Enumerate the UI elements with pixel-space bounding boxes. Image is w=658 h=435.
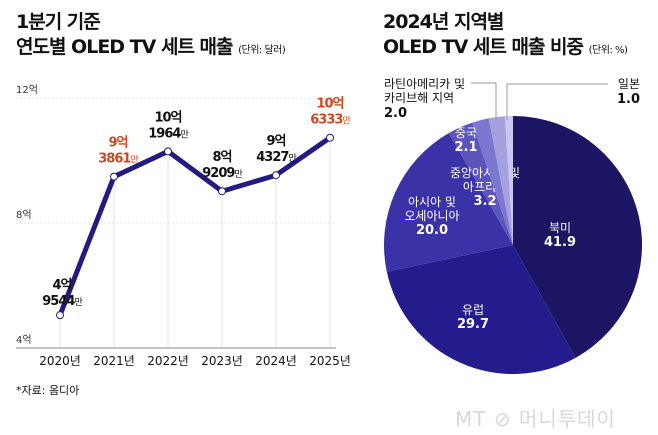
data-point bbox=[272, 171, 280, 180]
x-tick-label: 2022년 bbox=[147, 354, 189, 368]
slice-value: 3.2 bbox=[473, 194, 496, 209]
outside-slice-label: 라틴아메리카 및 bbox=[384, 77, 465, 91]
outside-slice-value: 1.0 bbox=[617, 92, 640, 107]
pie-slice bbox=[386, 245, 576, 374]
data-label-bottom: 1964만 bbox=[148, 126, 188, 141]
data-label-bottom: 4327만 bbox=[256, 150, 296, 165]
pie-chart-title-text: OLED TV 세트 매출 비중 bbox=[383, 36, 584, 58]
line-chart-unit: (단위: 달러) bbox=[238, 45, 286, 56]
pie-slice bbox=[383, 133, 513, 272]
slice-value: 20.0 bbox=[416, 223, 448, 238]
x-tick-label: 2020년 bbox=[39, 354, 81, 368]
x-tick-label: 2023년 bbox=[201, 354, 243, 368]
slice-value: 29.7 bbox=[457, 317, 489, 332]
y-tick-label: 8억 bbox=[16, 209, 32, 221]
series-line bbox=[57, 135, 332, 317]
slice-value: 41.9 bbox=[544, 235, 576, 250]
pie-slice bbox=[472, 118, 513, 245]
data-label-top: 9억 bbox=[108, 136, 127, 151]
outside-slice-label: 카리브해 지역 bbox=[384, 91, 454, 105]
data-label-bottom: 9544만 bbox=[42, 294, 82, 309]
line-chart-title-2: 연도별 OLED TV 세트 매출 (단위: 달러) bbox=[16, 35, 286, 63]
slice-value: 2.1 bbox=[454, 140, 477, 155]
data-label-bottom: 9209만 bbox=[202, 166, 242, 181]
pie-chart-title-1: 2024년 지역별 bbox=[383, 11, 504, 33]
slice-label: 아시아 및 bbox=[408, 195, 456, 209]
data-label-bottom: 3861만 bbox=[98, 152, 138, 167]
leader-line bbox=[471, 82, 497, 120]
data-label-top: 8억 bbox=[212, 150, 231, 165]
data-label-top: 9억 bbox=[266, 134, 285, 149]
leader-line bbox=[506, 83, 608, 120]
data-point bbox=[164, 147, 172, 156]
slice-label: 오세아니아 bbox=[404, 209, 459, 223]
y-tick-label: 4억 bbox=[16, 334, 32, 346]
pie-slice bbox=[488, 116, 513, 245]
line-chart-title-1: 1분기 기준 bbox=[16, 11, 101, 33]
x-tick-label: 2025년 bbox=[309, 354, 351, 368]
y-tick-label: 12억 bbox=[16, 84, 38, 96]
line-chart-title-text: 연도별 OLED TV 세트 매출 bbox=[16, 36, 233, 58]
slice-label: 북미 bbox=[549, 221, 571, 235]
data-label-suffix: 만 bbox=[342, 116, 350, 127]
data-point bbox=[110, 172, 118, 181]
x-tick-label: 2024년 bbox=[255, 354, 297, 368]
data-label-top: 10억 bbox=[316, 97, 343, 112]
pie-slice bbox=[504, 116, 513, 245]
data-point bbox=[218, 187, 226, 196]
pie-slice bbox=[448, 122, 513, 245]
data-label-top: 4억 bbox=[52, 278, 71, 293]
data-label-suffix: 만 bbox=[288, 153, 296, 164]
slice-label: 중국 bbox=[455, 126, 477, 140]
data-point bbox=[56, 311, 64, 320]
slice-label: 유럽 bbox=[462, 303, 484, 317]
data-label-suffix: 만 bbox=[130, 155, 138, 166]
data-label-suffix: 만 bbox=[180, 129, 188, 140]
source-note: *자료: 옴디아 bbox=[16, 384, 80, 397]
outside-slice-label: 일본 bbox=[618, 77, 640, 91]
watermark-logo: MT ⊘ 머니투데이 bbox=[455, 407, 616, 431]
pie-chart-unit: (단위: %) bbox=[588, 45, 628, 56]
outside-slice-value: 2.0 bbox=[384, 106, 407, 121]
data-label-suffix: 만 bbox=[74, 297, 82, 308]
x-tick-label: 2021년 bbox=[93, 354, 135, 368]
data-label-bottom: 6333만 bbox=[310, 113, 350, 128]
data-label-suffix: 만 bbox=[234, 169, 242, 180]
pie-chart-title-2: OLED TV 세트 매출 비중 (단위: %) bbox=[383, 35, 628, 63]
pie-slice bbox=[513, 116, 642, 358]
data-label-top: 10억 bbox=[154, 110, 181, 125]
data-point bbox=[326, 133, 334, 142]
